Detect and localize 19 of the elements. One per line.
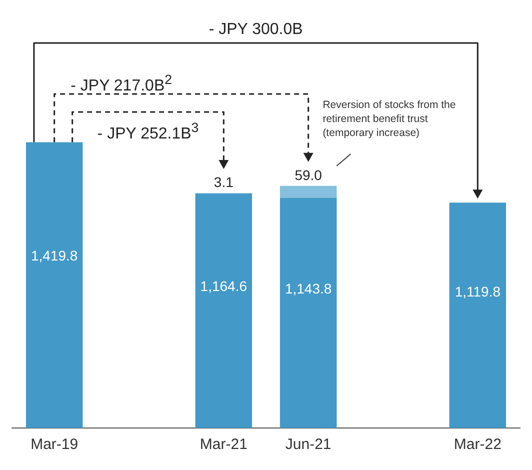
annotation: - JPY 252.1B$^{3}$ (97, 120, 199, 144)
bar (195, 194, 252, 428)
data-label: 3.1 (214, 174, 234, 190)
data-label: 1,419.8 (30, 247, 78, 264)
data-label: 1,119.8 (454, 284, 501, 300)
x-tick-label: Mar-22 (454, 436, 502, 454)
x-tick-label: Mar-21 (200, 436, 248, 454)
text: Reversion of stocks from the retirement benefit trust (temporary increase) (322, 98, 457, 140)
data-label: 59.0 (294, 166, 322, 183)
bar (26, 142, 83, 428)
text: - JPY 300.0B (208, 21, 303, 39)
x-tick-label: Jun-21 (285, 436, 332, 454)
data-label: 1,164.6 (200, 278, 248, 294)
x-tick-label: Mar-19 (30, 436, 78, 454)
bar (280, 186, 337, 198)
text: - JPY 217.0B$^{2}$ (70, 72, 172, 96)
bar (449, 202, 506, 428)
data-label: 1,143.8 (284, 280, 332, 297)
bar (280, 198, 337, 428)
